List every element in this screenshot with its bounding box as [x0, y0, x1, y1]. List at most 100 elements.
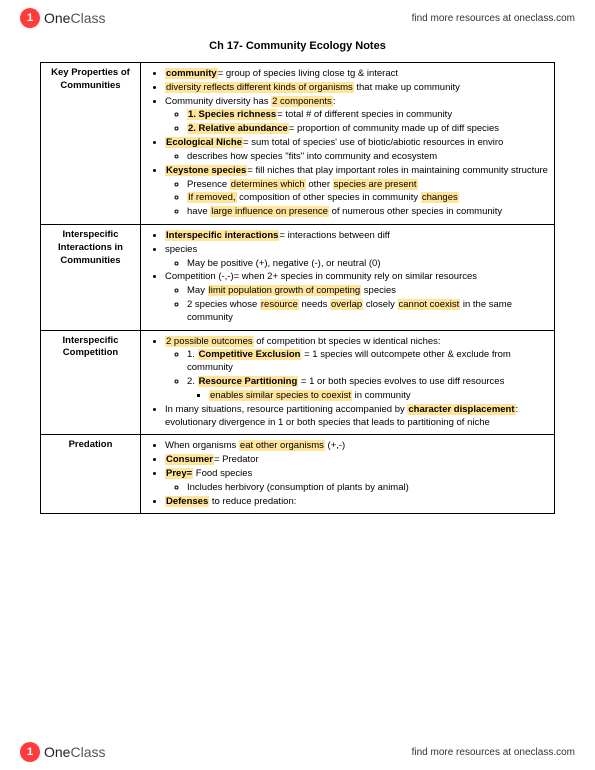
bullet-list-level-1: community= group of species living close…: [147, 68, 548, 219]
note-text: (+,-): [325, 440, 345, 451]
note-text: = total # of different species in commun…: [277, 109, 452, 120]
bullet-list-level-2: Presence determines which other species …: [165, 179, 548, 219]
bullet-list-level-2: May be positive (+), negative (-), or ne…: [165, 258, 548, 271]
list-item: Keystone species= fill niches that play …: [165, 165, 548, 219]
highlighted-text: determines which: [230, 179, 306, 190]
table-row: PredationWhen organisms eat other organi…: [41, 435, 555, 514]
list-item: When organisms eat other organisms (+,-): [165, 440, 548, 453]
document-content: Ch 17- Community Ecology Notes Key Prope…: [40, 40, 555, 730]
highlighted-text: large influence on presence: [210, 206, 329, 217]
brand-one: One: [44, 10, 70, 26]
list-item: 1. Competitive Exclusion = 1 species wil…: [187, 349, 548, 375]
note-text: of numerous other species in community: [329, 206, 502, 217]
highlighted-text: Ecological Niche: [165, 137, 243, 148]
brand-class: Class: [70, 10, 105, 26]
table-row: Key Properties of Communitiescommunity= …: [41, 63, 555, 225]
highlighted-text: 2 components: [271, 96, 333, 107]
bullet-list-level-2: describes how species "fits" into commun…: [165, 151, 548, 164]
bullet-list-level-2: May limit population growth of competing…: [165, 285, 548, 324]
section-content: Interspecific interactions= interactions…: [141, 224, 555, 330]
note-text: 2 species whose: [187, 299, 260, 310]
highlighted-text: overlap: [330, 299, 363, 310]
list-item: Prey= Food species Includes herbivory (co…: [165, 468, 548, 495]
note-text: Includes herbivory (consumption of plant…: [187, 482, 409, 493]
brand-text-footer: OneClass: [44, 744, 105, 760]
list-item: Consumer= Predator: [165, 454, 548, 467]
note-text: have: [187, 206, 210, 217]
list-item: If removed, composition of other species…: [187, 192, 548, 205]
brand-text: OneClass: [44, 10, 105, 26]
highlighted-text: 2. Relative abundance: [187, 123, 289, 134]
list-item: In many situations, resource partitionin…: [165, 404, 548, 430]
note-text: 2.: [187, 376, 198, 387]
note-text: species: [361, 285, 396, 296]
note-text: :: [333, 96, 336, 107]
list-item: 1. Species richness= total # of differen…: [187, 109, 548, 122]
list-item: speciesMay be positive (+), negative (-)…: [165, 244, 548, 271]
highlighted-text: cannot coexist: [398, 299, 461, 310]
note-text: Presence: [187, 179, 230, 190]
note-text: In many situations, resource partitionin…: [165, 404, 407, 415]
brand-class: Class: [70, 744, 105, 760]
brand-logo-footer: OneClass: [20, 742, 105, 762]
brand-logo: OneClass: [20, 8, 105, 28]
list-item: have large influence on presence of nume…: [187, 206, 548, 219]
note-text: in community: [352, 390, 411, 401]
note-text: Community diversity has: [165, 96, 271, 107]
notes-table: Key Properties of Communitiescommunity= …: [40, 62, 555, 514]
highlighted-text: Interspecific interactions: [165, 230, 279, 241]
section-content: community= group of species living close…: [141, 63, 555, 225]
highlighted-text: changes: [421, 192, 459, 203]
list-item: May limit population growth of competing…: [187, 285, 548, 298]
highlighted-text: Consumer: [165, 454, 214, 465]
list-item: Interspecific interactions= interactions…: [165, 230, 548, 243]
note-text: to reduce predation:: [209, 496, 296, 507]
list-item: enables similar species to coexist in co…: [209, 390, 548, 403]
highlighted-text: Keystone species: [165, 165, 247, 176]
bullet-list-level-3: enables similar species to coexist in co…: [187, 390, 548, 403]
highlighted-text: 1. Species richness: [187, 109, 277, 120]
table-row: Interspecific Competition2 possible outc…: [41, 330, 555, 435]
bullet-list-level-1: 2 possible outcomes of competition bt sp…: [147, 336, 548, 430]
list-item: May be positive (+), negative (-), or ne…: [187, 258, 548, 271]
section-content: 2 possible outcomes of competition bt sp…: [141, 330, 555, 435]
list-item: describes how species "fits" into commun…: [187, 151, 548, 164]
list-item: Community diversity has 2 components: 1. …: [165, 96, 548, 136]
note-text: Food species: [193, 468, 252, 479]
note-text: = Predator: [214, 454, 259, 465]
note-text: Competition (-,-)= when 2+ species in co…: [165, 271, 477, 282]
resources-link-top[interactable]: find more resources at oneclass.com: [412, 13, 575, 24]
brand-icon: [20, 742, 40, 762]
highlighted-text: Prey=: [165, 468, 193, 479]
list-item: Includes herbivory (consumption of plant…: [187, 482, 548, 495]
note-text: other: [306, 179, 333, 190]
note-text: = group of species living close tg & int…: [218, 68, 398, 79]
list-item: 2. Relative abundance= proportion of com…: [187, 123, 548, 136]
highlighted-text: eat other organisms: [239, 440, 325, 451]
bullet-list-level-1: When organisms eat other organisms (+,-)…: [147, 440, 548, 508]
table-row: Interspecific Interactions in Communitie…: [41, 224, 555, 330]
note-text: composition of other species in communit…: [237, 192, 421, 203]
resources-link-bottom[interactable]: find more resources at oneclass.com: [412, 747, 575, 758]
note-text: closely: [363, 299, 397, 310]
highlighted-text: limit population growth of competing: [208, 285, 362, 296]
section-label: Key Properties of Communities: [41, 63, 141, 225]
list-item: community= group of species living close…: [165, 68, 548, 81]
bullet-list-level-2: 1. Competitive Exclusion = 1 species wil…: [165, 349, 548, 402]
note-text: needs: [299, 299, 330, 310]
highlighted-text: If removed,: [187, 192, 237, 203]
highlighted-text: diversity reflects different kinds of or…: [165, 82, 354, 93]
list-item: Ecological Niche= sum total of species' …: [165, 137, 548, 164]
highlighted-text: enables similar species to coexist: [209, 390, 352, 401]
note-text: = interactions between diff: [279, 230, 389, 241]
highlighted-text: community: [165, 68, 218, 79]
list-item: Defenses to reduce predation:: [165, 496, 548, 509]
highlighted-text: character displacement: [407, 404, 515, 415]
list-item: Competition (-,-)= when 2+ species in co…: [165, 271, 548, 324]
highlighted-text: Resource Partitioning: [198, 376, 299, 387]
bullet-list-level-2: Includes herbivory (consumption of plant…: [165, 482, 548, 495]
highlighted-text: Competitive Exclusion: [198, 349, 302, 360]
note-text: May be positive (+), negative (-), or ne…: [187, 258, 381, 269]
note-text: = proportion of community made up of dif…: [289, 123, 499, 134]
note-text: 1.: [187, 349, 198, 360]
